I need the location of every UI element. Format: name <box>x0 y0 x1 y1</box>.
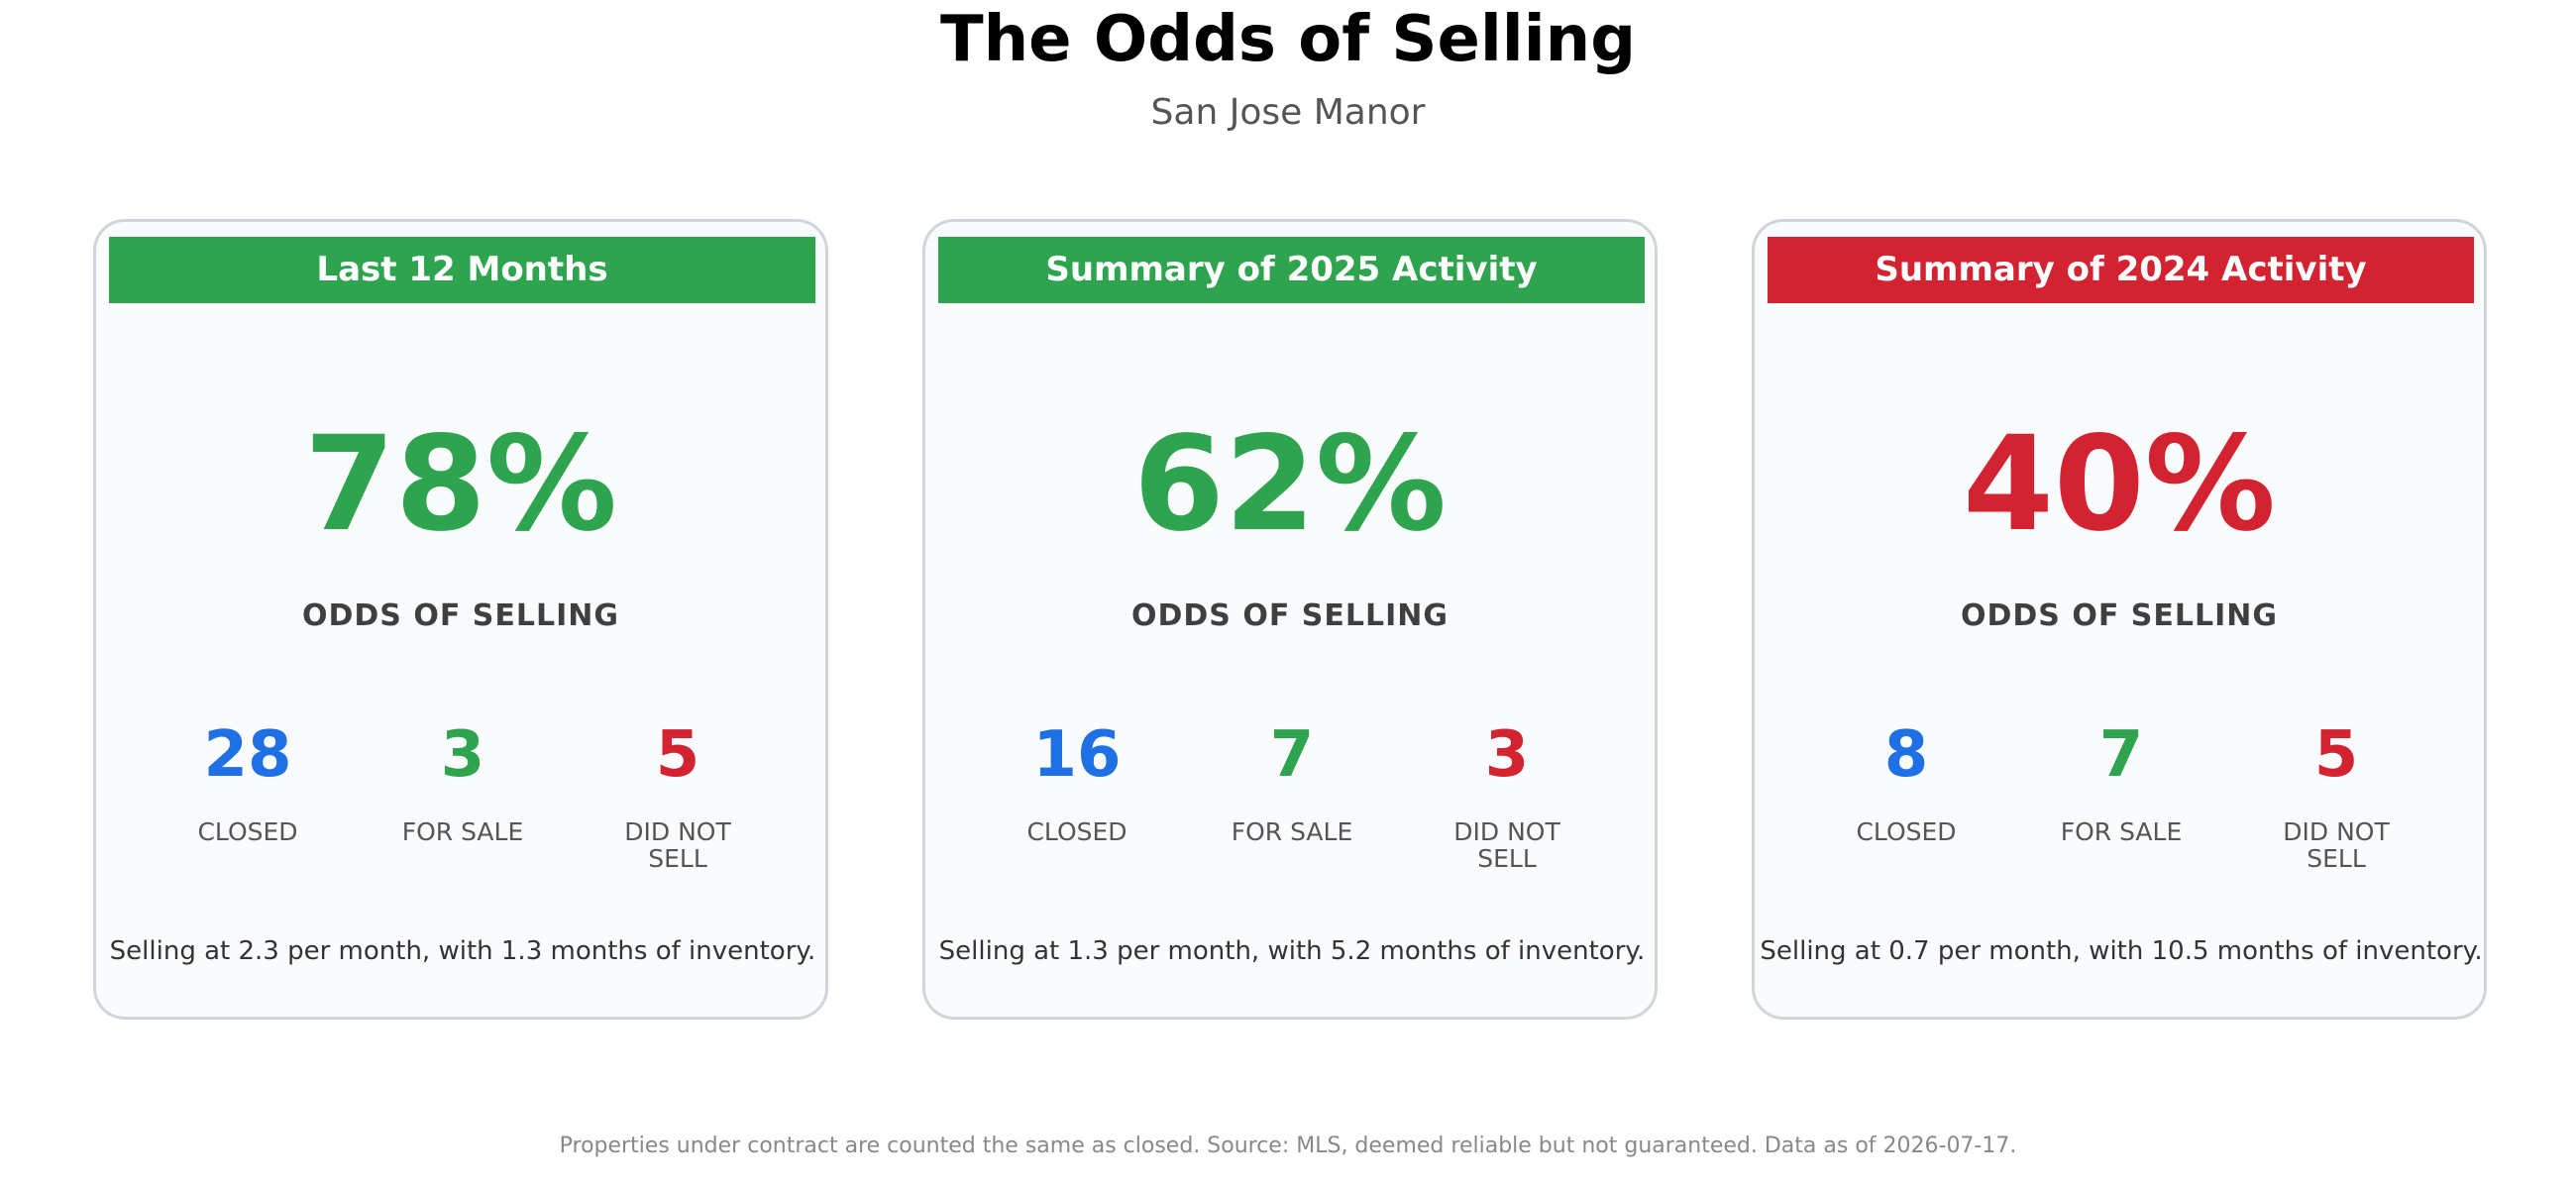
closed-count: 28 <box>203 718 292 792</box>
odds-card-last-12-months: Last 12 Months 78% ODDS OF SELLING 28 CL… <box>93 219 828 1020</box>
closed-label: CLOSED <box>197 817 298 846</box>
card-header: Summary of 2024 Activity <box>1768 237 2474 303</box>
did-not-sell-label-line-2: SELL <box>2307 844 2366 873</box>
for-sale-count: 7 <box>2098 718 2144 792</box>
odds-percentage: 78% <box>304 408 617 561</box>
did-not-sell-count: 5 <box>2313 718 2359 792</box>
did-not-sell-label-line-1: DID NOT <box>1453 817 1560 846</box>
for-sale-label: FOR SALE <box>1231 817 1353 846</box>
card-header: Last 12 Months <box>109 237 815 303</box>
stat-did-not-sell: 5 DID NOT SELL <box>2247 717 2425 872</box>
odds-percentage: 40% <box>1963 408 2276 561</box>
for-sale-label: FOR SALE <box>2060 817 2183 846</box>
closed-count: 16 <box>1032 718 1122 792</box>
selling-rate-summary: Selling at 0.7 per month, with 10.5 mont… <box>1760 936 2483 966</box>
closed-count: 8 <box>1883 718 1929 792</box>
for-sale-count: 7 <box>1269 718 1315 792</box>
closed-label: CLOSED <box>1026 817 1127 846</box>
odds-card-2025: Summary of 2025 Activity 62% ODDS OF SEL… <box>922 219 1658 1020</box>
did-not-sell-label-line-1: DID NOT <box>2283 817 2390 846</box>
odds-card-2024: Summary of 2024 Activity 40% ODDS OF SEL… <box>1752 219 2487 1020</box>
stat-did-not-sell: 3 DID NOT SELL <box>1418 717 1596 872</box>
page-title: The Odds of Selling <box>939 3 1637 76</box>
odds-label: ODDS OF SELLING <box>1130 598 1449 633</box>
stat-closed: 28 CLOSED <box>159 717 337 845</box>
did-not-sell-label: DID NOT SELL <box>1418 818 1596 872</box>
closed-label: CLOSED <box>1856 817 1957 846</box>
did-not-sell-label-line-2: SELL <box>1477 844 1537 873</box>
card-header: Summary of 2025 Activity <box>938 237 1645 303</box>
did-not-sell-label: DID NOT SELL <box>589 818 767 872</box>
did-not-sell-label: DID NOT SELL <box>2247 818 2425 872</box>
stat-closed: 8 CLOSED <box>1817 717 1995 845</box>
page-subtitle: San Jose Manor <box>1150 92 1426 133</box>
for-sale-label: FOR SALE <box>401 817 524 846</box>
odds-label: ODDS OF SELLING <box>301 598 620 633</box>
selling-rate-summary: Selling at 2.3 per month, with 1.3 month… <box>109 936 816 966</box>
footnote: Properties under contract are counted th… <box>559 1134 2017 1158</box>
stat-did-not-sell: 5 DID NOT SELL <box>589 717 767 872</box>
did-not-sell-count: 5 <box>655 718 700 792</box>
did-not-sell-label-line-1: DID NOT <box>624 817 731 846</box>
odds-label: ODDS OF SELLING <box>1960 598 2279 633</box>
stat-for-sale: 3 FOR SALE <box>374 717 552 845</box>
odds-percentage: 62% <box>1133 408 1447 561</box>
did-not-sell-label-line-2: SELL <box>648 844 707 873</box>
selling-rate-summary: Selling at 1.3 per month, with 5.2 month… <box>938 936 1646 966</box>
stat-for-sale: 7 FOR SALE <box>1203 717 1381 845</box>
did-not-sell-count: 3 <box>1484 718 1530 792</box>
stat-closed: 16 CLOSED <box>988 717 1166 845</box>
stat-for-sale: 7 FOR SALE <box>2032 717 2210 845</box>
for-sale-count: 3 <box>440 718 485 792</box>
